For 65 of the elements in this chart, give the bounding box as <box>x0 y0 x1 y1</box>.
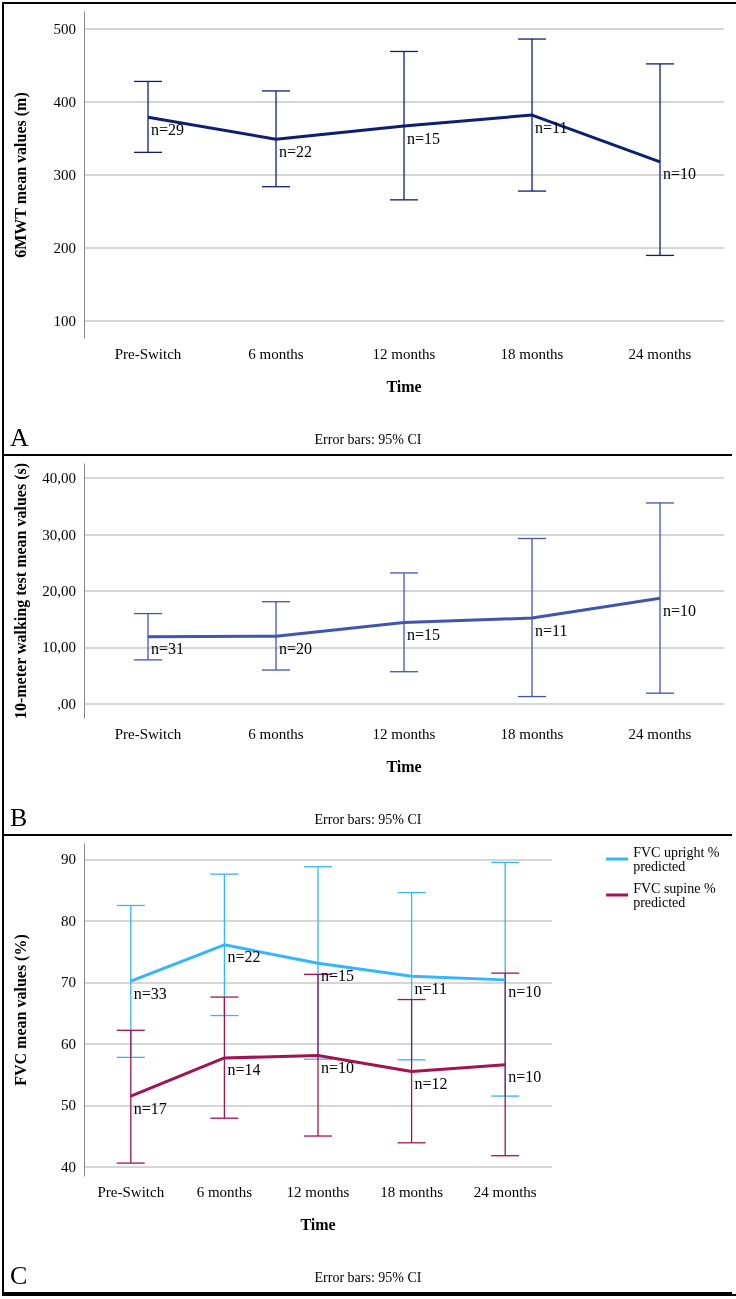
text: Error bars: 95% CI <box>314 1269 422 1285</box>
annotation: n=22 <box>279 142 313 160</box>
x-axis-title: Time <box>300 1215 336 1233</box>
y-tick-label: 20,00 <box>42 583 76 599</box>
y-tick-label: 300 <box>53 167 76 183</box>
text: B <box>10 802 28 832</box>
y-tick-label: 90 <box>61 851 76 868</box>
x-tick-label: 24 months <box>628 345 692 362</box>
annotation: n=12 <box>414 1074 448 1092</box>
y-tick-label: 70 <box>61 974 76 991</box>
annotation: n=31 <box>151 640 185 658</box>
x-tick-label: Pre-Switch <box>114 345 182 362</box>
annotation: n=10 <box>663 601 697 619</box>
y-axis-title: 10-meter walking test mean values (s) <box>11 462 30 720</box>
annotation: n=10 <box>508 1068 542 1086</box>
annotation: n=11 <box>535 621 568 639</box>
legend-label: FVC supine % predicted <box>633 880 720 910</box>
y-tick-label: 60 <box>61 1035 76 1052</box>
x-tick-label: Pre-Switch <box>97 1183 165 1200</box>
text: Error bars: 95% CI <box>314 811 422 827</box>
annotation: n=10 <box>508 983 542 1001</box>
x-tick-label: 6 months <box>248 345 304 362</box>
legend-label: FVC upright % predicted <box>633 844 724 874</box>
x-tick-label: 12 months <box>372 725 436 742</box>
y-tick-label: ,00 <box>57 695 76 712</box>
y-tick-label: 40,00 <box>42 470 76 487</box>
annotation: n=10 <box>321 1059 355 1076</box>
x-axis-title: Time <box>386 757 422 775</box>
x-tick-label: 18 months <box>500 725 564 742</box>
x-tick-label: 18 months <box>380 1183 444 1200</box>
y-tick-label: 100 <box>53 313 76 330</box>
x-tick-label: 24 months <box>628 725 692 742</box>
y-tick-label: 500 <box>53 20 76 37</box>
annotation: n=14 <box>227 1061 261 1079</box>
annotation: n=20 <box>279 639 313 657</box>
annotation: n=10 <box>663 165 697 183</box>
y-tick-label: 400 <box>53 93 76 110</box>
annotation: n=29 <box>151 120 185 138</box>
y-axis-title: 6MWT mean values (m) <box>11 92 30 258</box>
annotation: n=15 <box>407 626 441 644</box>
annotation: n=33 <box>133 984 167 1002</box>
x-tick-label: 12 months <box>372 345 436 362</box>
text: C <box>10 1260 28 1290</box>
text: Error bars: 95% CI <box>314 431 422 447</box>
annotation: n=15 <box>321 966 355 984</box>
annotation: n=22 <box>227 948 261 966</box>
x-tick-label: 6 months <box>196 1183 253 1200</box>
annotation: n=17 <box>133 1099 167 1117</box>
y-tick-label: 200 <box>53 240 76 257</box>
x-tick-label: 6 months <box>248 725 304 742</box>
y-tick-label: 40 <box>61 1158 76 1175</box>
y-tick-label: 50 <box>61 1097 76 1114</box>
y-tick-label: 30,00 <box>42 526 76 543</box>
y-tick-label: 10,00 <box>42 639 76 656</box>
y-axis-title: FVC mean values (%) <box>11 934 30 1086</box>
x-axis-title: Time <box>386 377 422 395</box>
x-tick-label: 18 months <box>500 345 564 362</box>
y-tick-label: 80 <box>61 912 76 929</box>
annotation: n=11 <box>414 979 448 997</box>
x-tick-label: Pre-Switch <box>114 725 182 742</box>
x-tick-label: 12 months <box>286 1183 350 1200</box>
x-tick-label: 24 months <box>473 1183 537 1200</box>
text: A <box>10 422 29 452</box>
annotation: n=11 <box>535 118 568 136</box>
annotation: n=15 <box>407 129 441 147</box>
